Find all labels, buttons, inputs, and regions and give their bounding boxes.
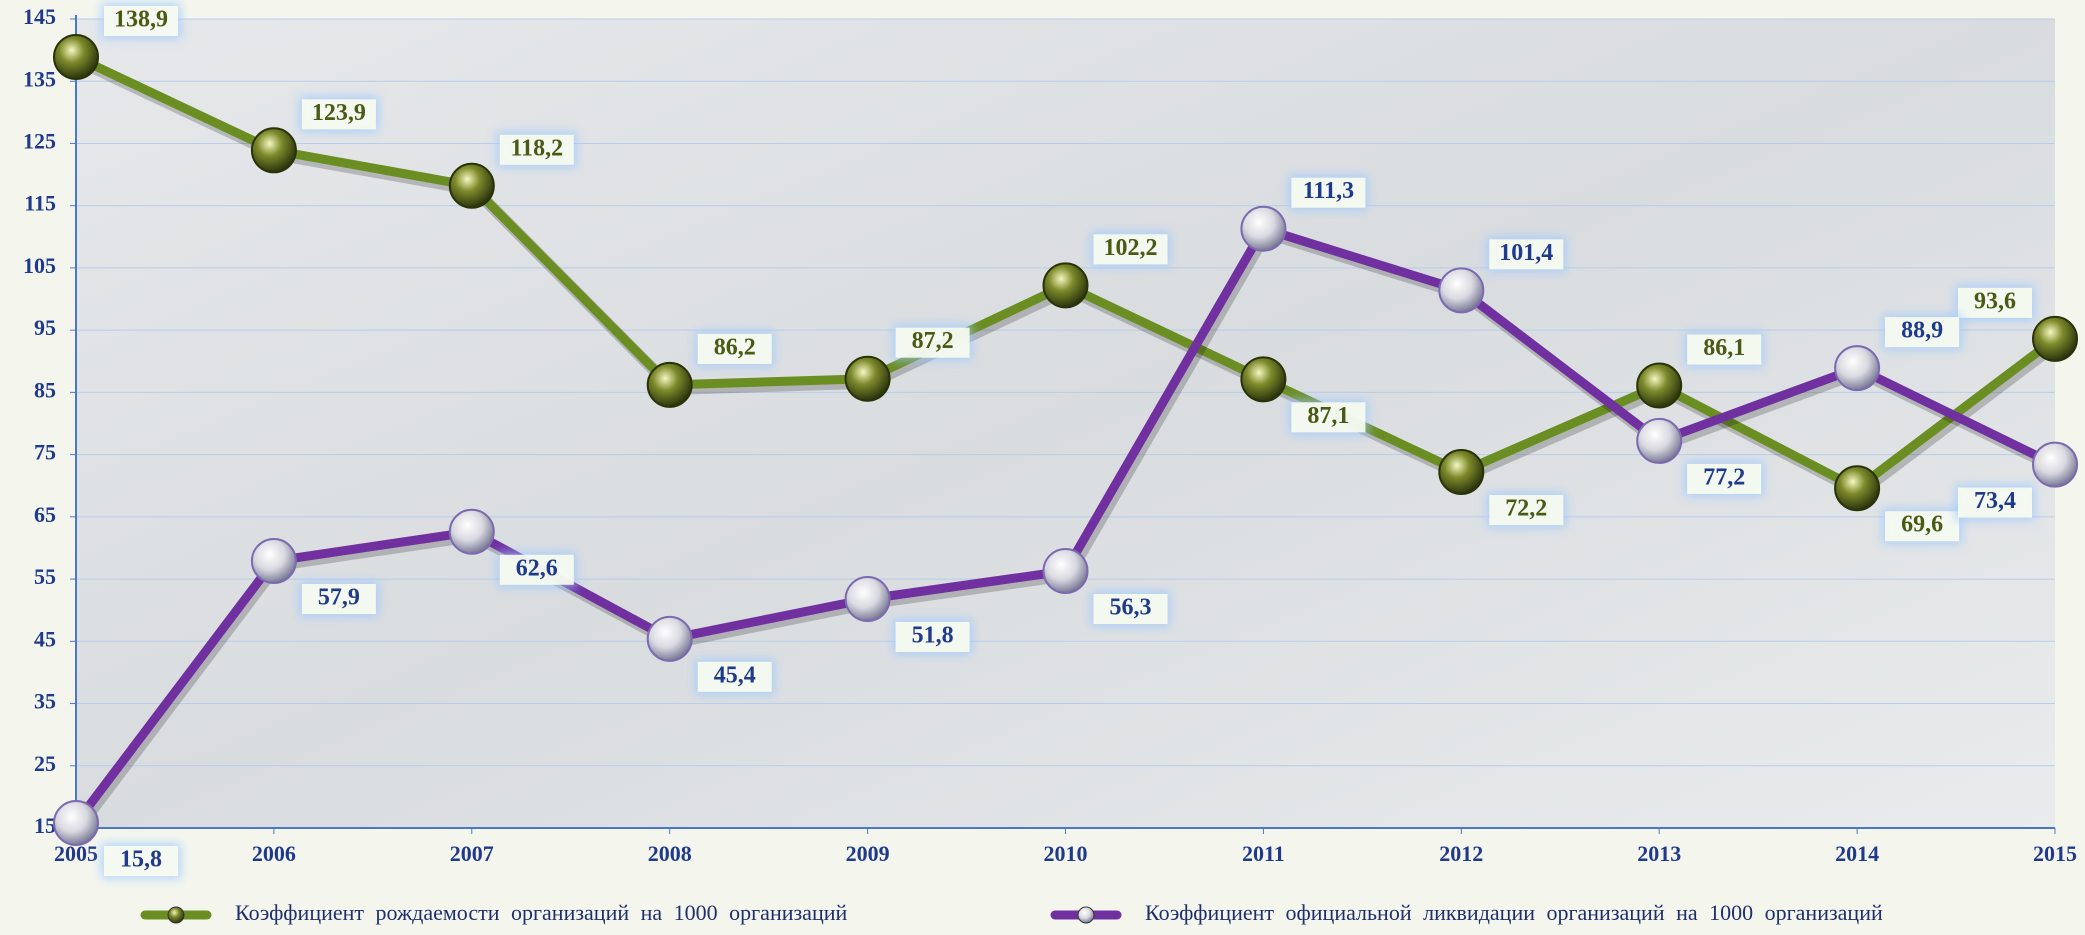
y-tick-label: 135 xyxy=(23,66,56,91)
y-tick-label: 75 xyxy=(34,440,56,465)
point-marker xyxy=(1044,549,1088,593)
y-tick-label: 95 xyxy=(34,315,56,340)
plot-background xyxy=(76,19,2055,828)
y-tick-label: 25 xyxy=(34,751,56,776)
y-tick-label: 85 xyxy=(34,377,56,402)
point-marker xyxy=(450,164,494,208)
data-label: 62,6 xyxy=(516,555,558,581)
data-label: 118,2 xyxy=(510,135,563,161)
x-tick-label: 2010 xyxy=(1044,841,1088,866)
legend-label: Коэффициент рождаемости организаций на 1… xyxy=(235,900,847,925)
point-marker xyxy=(1044,263,1088,307)
data-label: 73,4 xyxy=(1974,488,2016,514)
data-label: 69,6 xyxy=(1901,512,1943,538)
point-marker xyxy=(1835,346,1879,390)
x-tick-label: 2009 xyxy=(846,841,890,866)
x-tick-label: 2011 xyxy=(1242,841,1285,866)
x-tick-label: 2014 xyxy=(1835,841,1879,866)
point-marker xyxy=(2033,317,2077,361)
data-label: 123,9 xyxy=(312,100,366,126)
y-tick-label: 115 xyxy=(24,191,56,216)
legend-label: Коэффициент официальной ликвидации орган… xyxy=(1145,900,1883,925)
x-tick-label: 2008 xyxy=(648,841,692,866)
data-label: 56,3 xyxy=(1110,594,1152,620)
y-tick-label: 105 xyxy=(23,253,56,278)
legend-marker xyxy=(1078,907,1094,923)
x-tick-label: 2015 xyxy=(2033,841,2077,866)
x-tick-label: 2006 xyxy=(252,841,296,866)
x-tick-label: 2012 xyxy=(1439,841,1483,866)
data-label: 72,2 xyxy=(1505,496,1547,522)
point-marker xyxy=(252,539,296,583)
x-tick-label: 2007 xyxy=(450,841,494,866)
point-marker xyxy=(1439,268,1483,312)
y-tick-label: 65 xyxy=(34,502,56,527)
y-tick-label: 145 xyxy=(23,4,56,29)
point-marker xyxy=(846,577,890,621)
legend-marker xyxy=(168,907,184,923)
point-marker xyxy=(450,510,494,554)
x-tick-label: 2013 xyxy=(1637,841,1681,866)
y-tick-label: 45 xyxy=(34,626,56,651)
data-label: 88,9 xyxy=(1901,318,1943,344)
y-tick-label: 35 xyxy=(34,689,56,714)
y-tick-label: 15 xyxy=(34,813,56,838)
point-marker xyxy=(1241,357,1285,401)
point-marker xyxy=(648,363,692,407)
point-marker xyxy=(1637,364,1681,408)
data-label: 87,2 xyxy=(912,328,954,354)
data-label: 93,6 xyxy=(1974,288,2016,314)
point-marker xyxy=(2033,443,2077,487)
data-label: 51,8 xyxy=(912,622,954,648)
page: 1525354555657585951051151251351452005200… xyxy=(0,0,2085,930)
data-label: 86,2 xyxy=(714,334,756,360)
y-tick-label: 55 xyxy=(34,564,56,589)
data-label: 86,1 xyxy=(1703,335,1745,361)
data-label: 87,1 xyxy=(1307,403,1349,429)
point-marker xyxy=(846,357,890,401)
data-label: 101,4 xyxy=(1499,240,1553,266)
data-label: 138,9 xyxy=(114,6,168,32)
chart: 1525354555657585951051151251351452005200… xyxy=(0,0,2085,930)
data-label: 15,8 xyxy=(120,847,162,873)
data-label: 45,4 xyxy=(714,662,756,688)
point-marker xyxy=(54,35,98,79)
data-label: 111,3 xyxy=(1303,178,1354,204)
point-marker xyxy=(252,128,296,172)
data-label: 57,9 xyxy=(318,585,360,611)
point-marker xyxy=(1241,207,1285,251)
point-marker xyxy=(1835,466,1879,510)
data-label: 102,2 xyxy=(1104,235,1158,261)
point-marker xyxy=(648,617,692,661)
point-marker xyxy=(1439,450,1483,494)
point-marker xyxy=(1637,419,1681,463)
data-label: 77,2 xyxy=(1703,464,1745,490)
point-marker xyxy=(54,801,98,845)
y-tick-label: 125 xyxy=(23,129,56,154)
